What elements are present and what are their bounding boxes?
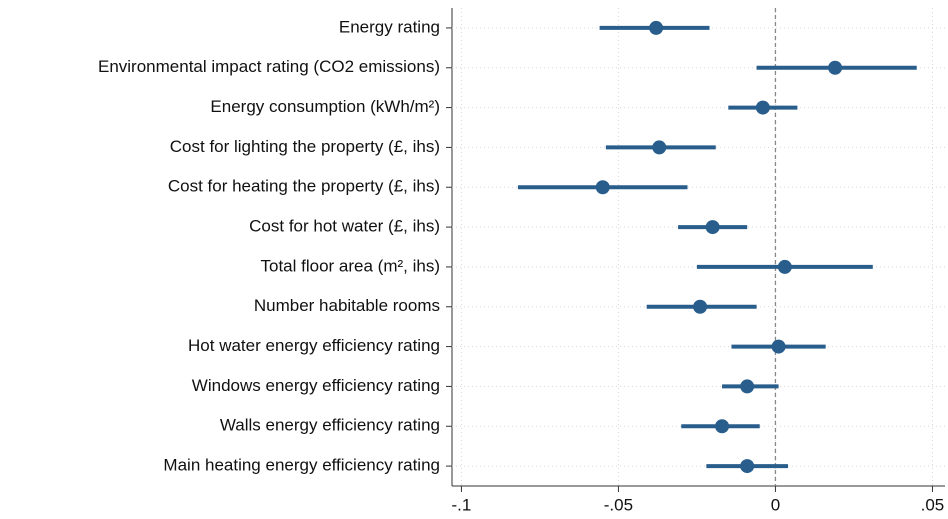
point-estimate (777, 259, 792, 274)
x-tick-label: .05 (921, 495, 945, 514)
x-tick-label: -.1 (451, 495, 471, 514)
point-estimate (705, 220, 720, 235)
y-tick-label: Cost for lighting the property (£, ihs) (170, 137, 440, 156)
point-estimate (740, 459, 755, 474)
y-tick-label: Cost for heating the property (£, ihs) (168, 177, 440, 196)
y-tick-label: Hot water energy efficiency rating (188, 336, 440, 355)
y-tick-label: Number habitable rooms (254, 296, 440, 315)
point-estimate (771, 339, 786, 354)
point-estimate (649, 20, 664, 35)
point-estimate (828, 60, 843, 75)
y-tick-label: Energy rating (339, 17, 440, 36)
x-tick-label: 0 (771, 495, 780, 514)
point-estimate (693, 299, 708, 314)
point-estimate (755, 100, 770, 115)
y-tick-label: Walls energy efficiency rating (220, 416, 440, 435)
y-tick-label: Windows energy efficiency rating (192, 376, 440, 395)
y-tick-label: Environmental impact rating (CO2 emissio… (98, 57, 440, 76)
y-tick-label: Total floor area (m², ihs) (261, 256, 441, 275)
point-estimate (652, 140, 667, 155)
point-estimate (595, 180, 610, 195)
y-tick-label: Cost for hot water (£, ihs) (249, 217, 440, 236)
y-tick-label: Main heating energy efficiency rating (163, 456, 440, 475)
x-tick-label: -.05 (604, 495, 633, 514)
y-tick-label: Energy consumption (kWh/m²) (210, 97, 440, 116)
point-estimate (740, 379, 755, 394)
point-estimate (715, 419, 730, 434)
